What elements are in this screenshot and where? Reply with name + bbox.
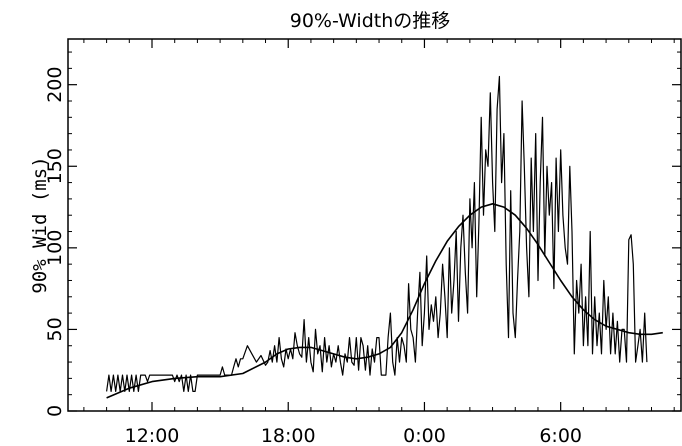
x-tick-label: 0:00 <box>403 425 446 446</box>
x-tick-label: 18:00 <box>261 425 316 446</box>
x-tick-label: 12:00 <box>125 425 180 446</box>
series-layer <box>106 75 663 399</box>
raw-series-line <box>106 75 648 392</box>
y-tick-label: 150 <box>44 148 66 184</box>
y-axis-ticks: 0 50 100 150 200 <box>44 51 681 417</box>
smoothed-series-line <box>106 203 663 399</box>
chart-title: 90%-Widthの推移 <box>290 10 451 32</box>
y-axis-label: 90% Wid (ms) <box>29 156 51 293</box>
x-axis-ticks: 12:00 18:00 0:00 6:00 <box>83 39 675 446</box>
plot-frame <box>67 38 682 412</box>
y-tick-label: 100 <box>44 230 66 266</box>
y-tick-label: 200 <box>44 67 66 103</box>
y-tick-label: 0 <box>44 405 66 417</box>
x-tick-label: 6:00 <box>539 425 582 446</box>
y-tick-label: 50 <box>44 317 66 341</box>
